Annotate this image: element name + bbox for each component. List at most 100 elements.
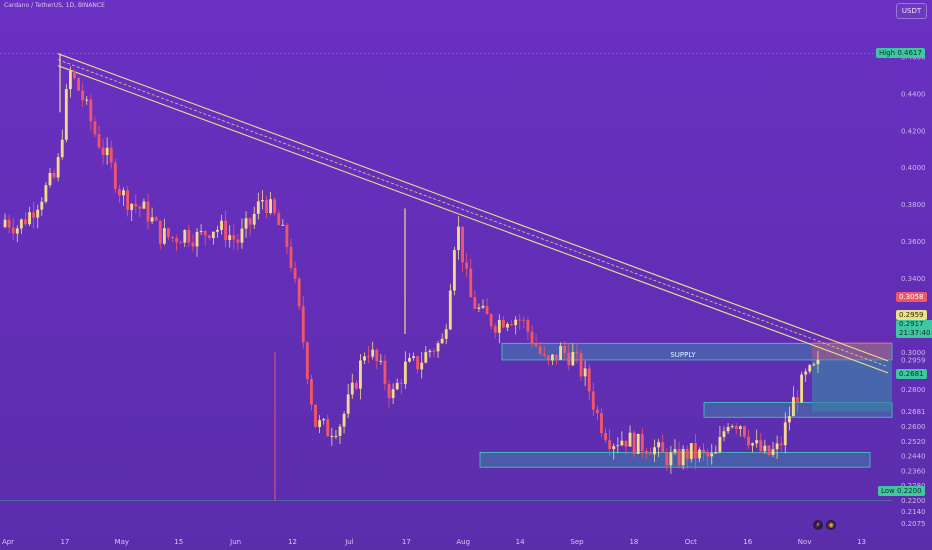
candle-body xyxy=(363,356,366,361)
candle-body xyxy=(604,433,607,441)
candle-body xyxy=(158,220,162,244)
supply-zone[interactable] xyxy=(501,342,893,361)
candle-body xyxy=(542,353,546,356)
candle-body xyxy=(612,446,616,450)
candle-body xyxy=(591,391,595,410)
target-box[interactable] xyxy=(812,360,892,412)
earnings-icon[interactable]: ◉ xyxy=(826,520,836,530)
candle-body xyxy=(199,230,203,232)
candle-body xyxy=(436,343,440,352)
candle-body xyxy=(40,201,44,210)
candle-body xyxy=(477,307,481,309)
candle-body xyxy=(289,246,293,269)
candle-body xyxy=(322,419,326,421)
candle-body xyxy=(32,212,36,218)
candle-body xyxy=(318,420,322,427)
candle-body xyxy=(775,443,779,450)
candle-body xyxy=(526,320,530,332)
candle-body xyxy=(216,229,219,232)
lightning-icon[interactable]: ⚡ xyxy=(813,520,823,530)
candle-body xyxy=(747,436,750,446)
candle-body xyxy=(457,226,460,251)
candle-body xyxy=(126,190,130,211)
candle-body xyxy=(681,449,685,466)
y-tick-label: 0.2440 xyxy=(901,453,926,461)
candle-body xyxy=(783,422,787,446)
candle-body xyxy=(162,228,166,244)
candle-body xyxy=(142,201,146,209)
x-tick-label: Sep xyxy=(570,538,584,546)
candle-body xyxy=(514,319,518,326)
y-tick-label: 0.2681 xyxy=(901,408,926,416)
trendline-upper[interactable] xyxy=(57,53,889,362)
candle-body xyxy=(346,394,350,414)
candle-body xyxy=(669,452,673,466)
candle-body xyxy=(211,231,215,239)
candle-body xyxy=(510,323,514,326)
candle-body xyxy=(134,203,138,207)
candle-body xyxy=(297,278,301,307)
candle-body xyxy=(130,203,134,211)
support-level-tag: 0.2681 xyxy=(896,369,927,379)
candle-body xyxy=(203,230,207,236)
y-tick-label: 0.3400 xyxy=(901,275,926,283)
candle-body xyxy=(187,230,191,243)
candle-body xyxy=(97,134,101,148)
candle-body xyxy=(555,354,558,360)
trendline-mid[interactable] xyxy=(57,59,889,368)
candle-body xyxy=(734,426,738,429)
candle-body xyxy=(28,212,31,225)
candle-body xyxy=(804,371,808,375)
y-tick-label: 0.2520 xyxy=(901,438,926,446)
low-tag: Low 0.2200 xyxy=(878,486,925,496)
candle-body xyxy=(273,199,277,214)
x-tick-label: Nov xyxy=(798,538,812,546)
candle-body xyxy=(309,379,313,405)
y-tick-label: 0.3600 xyxy=(901,238,926,246)
candle-body xyxy=(608,440,612,450)
candle-body xyxy=(277,213,281,226)
candle-body xyxy=(260,199,264,202)
candle-body xyxy=(207,235,211,239)
x-tick-label: Jun xyxy=(229,538,241,546)
high-tag: High 0.4617 xyxy=(876,48,925,58)
candle-body xyxy=(779,443,783,446)
currency-button[interactable]: USDT xyxy=(896,3,927,19)
candle-body xyxy=(653,447,656,455)
y-tick-label: 0.2200 xyxy=(901,497,926,505)
candle-body xyxy=(68,71,72,90)
candle-body xyxy=(314,404,317,427)
candle-body xyxy=(379,360,383,362)
x-tick-label: Apr xyxy=(2,538,14,546)
candle-body xyxy=(44,185,48,202)
candle-body xyxy=(117,189,121,196)
candle-body xyxy=(551,354,554,361)
x-tick-label: 15 xyxy=(174,538,183,546)
candle-body xyxy=(146,201,150,222)
candle-body xyxy=(420,362,424,370)
candle-body xyxy=(375,349,379,362)
candle-body xyxy=(195,231,199,247)
candle-body xyxy=(350,382,354,395)
trendline-lower[interactable] xyxy=(57,65,889,374)
candle-body xyxy=(722,431,726,438)
candle-body xyxy=(48,172,52,186)
candle-body xyxy=(546,355,550,361)
candle-body xyxy=(138,206,142,209)
candle-body xyxy=(661,442,665,453)
candle-body xyxy=(665,452,669,466)
candle-body xyxy=(730,426,734,428)
candle-body xyxy=(305,342,309,380)
candle-body xyxy=(567,352,571,366)
candle-body xyxy=(252,213,256,225)
candle-body xyxy=(689,443,693,459)
candle-body xyxy=(334,435,338,437)
x-tick-label: Oct xyxy=(685,538,697,546)
candle-body xyxy=(685,449,689,459)
candle-body xyxy=(265,199,268,214)
candle-body xyxy=(105,147,109,156)
candle-body xyxy=(191,242,195,247)
candle-body xyxy=(432,350,436,352)
